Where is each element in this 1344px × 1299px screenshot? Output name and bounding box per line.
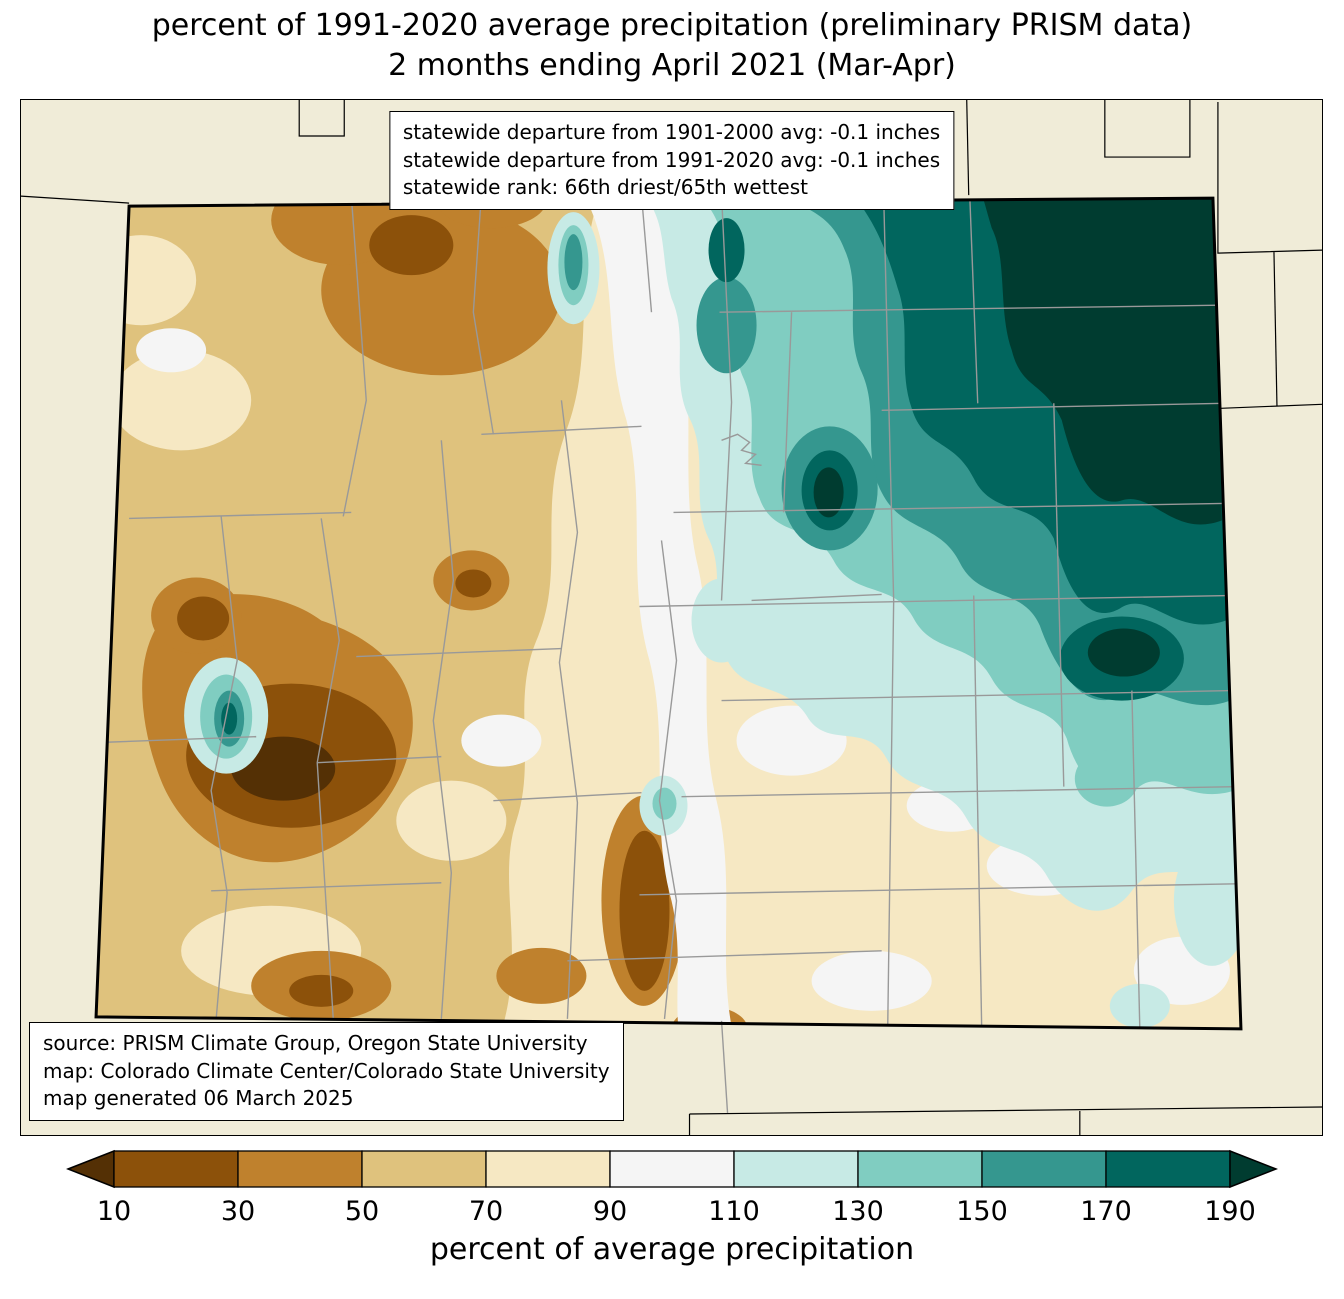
colorbar: 10 30 50 70 90 110 130 150 170 190 percent of ave… [66,1148,1278,1267]
colorbar-segments [113,1150,1231,1188]
colorbar-tick-label: 170 [1080,1196,1132,1227]
credits-line-1: source: PRISM Climate Group, Oregon Stat… [43,1031,588,1056]
colorbar-tick-label: 50 [344,1196,380,1227]
stats-line-1: statewide departure from 1901-2000 avg: … [402,120,941,144]
colorado-precip-map [21,100,1322,1135]
colorbar-axis-label: percent of average precipitation [429,1232,915,1267]
colorbar-tick-label: 130 [832,1196,884,1227]
title-line-1: percent of 1991-2020 average precipitati… [151,8,1193,43]
credits-box: source: PRISM Climate Group, Oregon Stat… [29,1022,624,1121]
colorbar-segment [857,1150,983,1188]
credits-line-2: map: Colorado Climate Center/Colorado St… [43,1058,610,1083]
colorbar-ticks: 10 30 50 70 90 110 130 150 170 190 [66,1190,1278,1228]
title-line-2: 2 months ending April 2021 (Mar-Apr) [388,47,956,83]
colorbar-tick-label: 190 [1204,1196,1256,1227]
map-frame: statewide departure from 1901-2000 avg: … [20,99,1323,1136]
colorbar-segment [609,1150,735,1188]
colorbar-tick-label: 90 [592,1196,628,1227]
county-lines [96,198,1237,1029]
colorbar-segment [1105,1150,1231,1188]
neighbor-county-line [720,1020,729,1114]
colorbar-segment [113,1150,239,1188]
colorbar-tick-label: 110 [708,1196,760,1227]
colorbar-over-arrow [1229,1149,1278,1189]
colorbar-segment [981,1150,1107,1188]
neighbor-state-lines [21,100,1322,1135]
credits-line-3: map generated 06 March 2025 [43,1086,354,1111]
colorbar-tick-label: 10 [96,1196,132,1227]
colorbar-tick-label: 70 [468,1196,504,1227]
stats-line-3: statewide rank: 66th driest/65th wettest [402,175,808,200]
colorbar-tick-label: 150 [956,1196,1008,1227]
stats-line-2: statewide departure from 1991-2020 avg: … [402,147,941,172]
colorbar-tick-label: 30 [220,1196,256,1227]
contour-fill [96,198,1241,1029]
colorbar-svg [66,1149,1278,1189]
colorbar-segment [485,1150,611,1188]
colorbar-segment [361,1150,487,1188]
colorbar-segment [733,1150,859,1188]
colorbar-segment [237,1150,363,1188]
colorbar-under-arrow [66,1149,115,1189]
stats-box: statewide departure from 1901-2000 avg: … [388,111,955,210]
figure-title: percent of 1991-2020 average precipitati… [0,6,1344,85]
